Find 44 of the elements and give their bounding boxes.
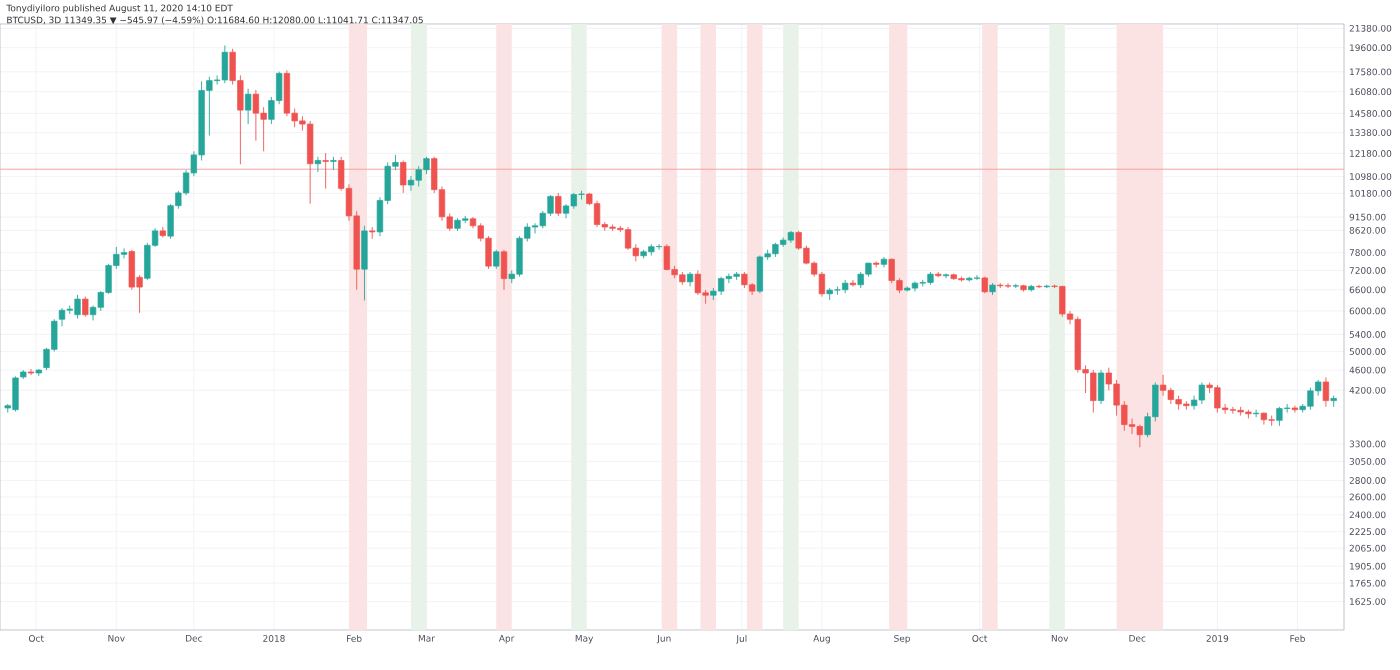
candlestick xyxy=(1097,369,1105,405)
candlestick xyxy=(128,249,135,291)
candlestick xyxy=(1322,377,1330,408)
candlestick xyxy=(12,375,19,412)
candlestick xyxy=(686,271,694,287)
candlestick xyxy=(1198,382,1205,405)
candlestick xyxy=(1090,369,1097,414)
candlestick xyxy=(756,255,764,294)
candlestick xyxy=(593,200,601,228)
candlestick xyxy=(942,273,950,279)
candlestick xyxy=(330,156,337,171)
candlestick xyxy=(82,296,89,318)
candlestick xyxy=(1136,424,1143,448)
candlestick xyxy=(221,44,229,84)
candlestick xyxy=(655,243,663,251)
candlestick xyxy=(74,294,81,319)
candlestick xyxy=(322,152,329,190)
candlestick xyxy=(1159,374,1167,397)
candlestick xyxy=(555,192,562,217)
candlestick xyxy=(361,225,368,301)
candlestick xyxy=(1307,387,1314,411)
candlestick xyxy=(314,156,322,173)
candlestick xyxy=(717,276,725,296)
candlestick xyxy=(849,279,857,287)
candlestick xyxy=(694,269,701,296)
candlestick xyxy=(307,120,314,205)
candlestick xyxy=(120,247,128,259)
candlestick xyxy=(1260,412,1268,426)
candlestick xyxy=(283,69,291,117)
candlestick xyxy=(244,88,252,125)
candlestick xyxy=(407,175,415,192)
candlestick xyxy=(1059,285,1066,318)
candlestick xyxy=(1214,384,1221,414)
candlestick xyxy=(415,165,422,187)
candlestick xyxy=(663,243,670,271)
candlestick xyxy=(1004,282,1012,289)
candlestick xyxy=(400,160,407,194)
candlestick xyxy=(493,249,500,270)
candlestick xyxy=(1276,406,1283,427)
candlestick xyxy=(500,249,508,291)
candlestick xyxy=(888,257,895,284)
candlestick xyxy=(252,89,260,142)
candlestick xyxy=(973,274,981,281)
candlestick xyxy=(27,368,35,376)
